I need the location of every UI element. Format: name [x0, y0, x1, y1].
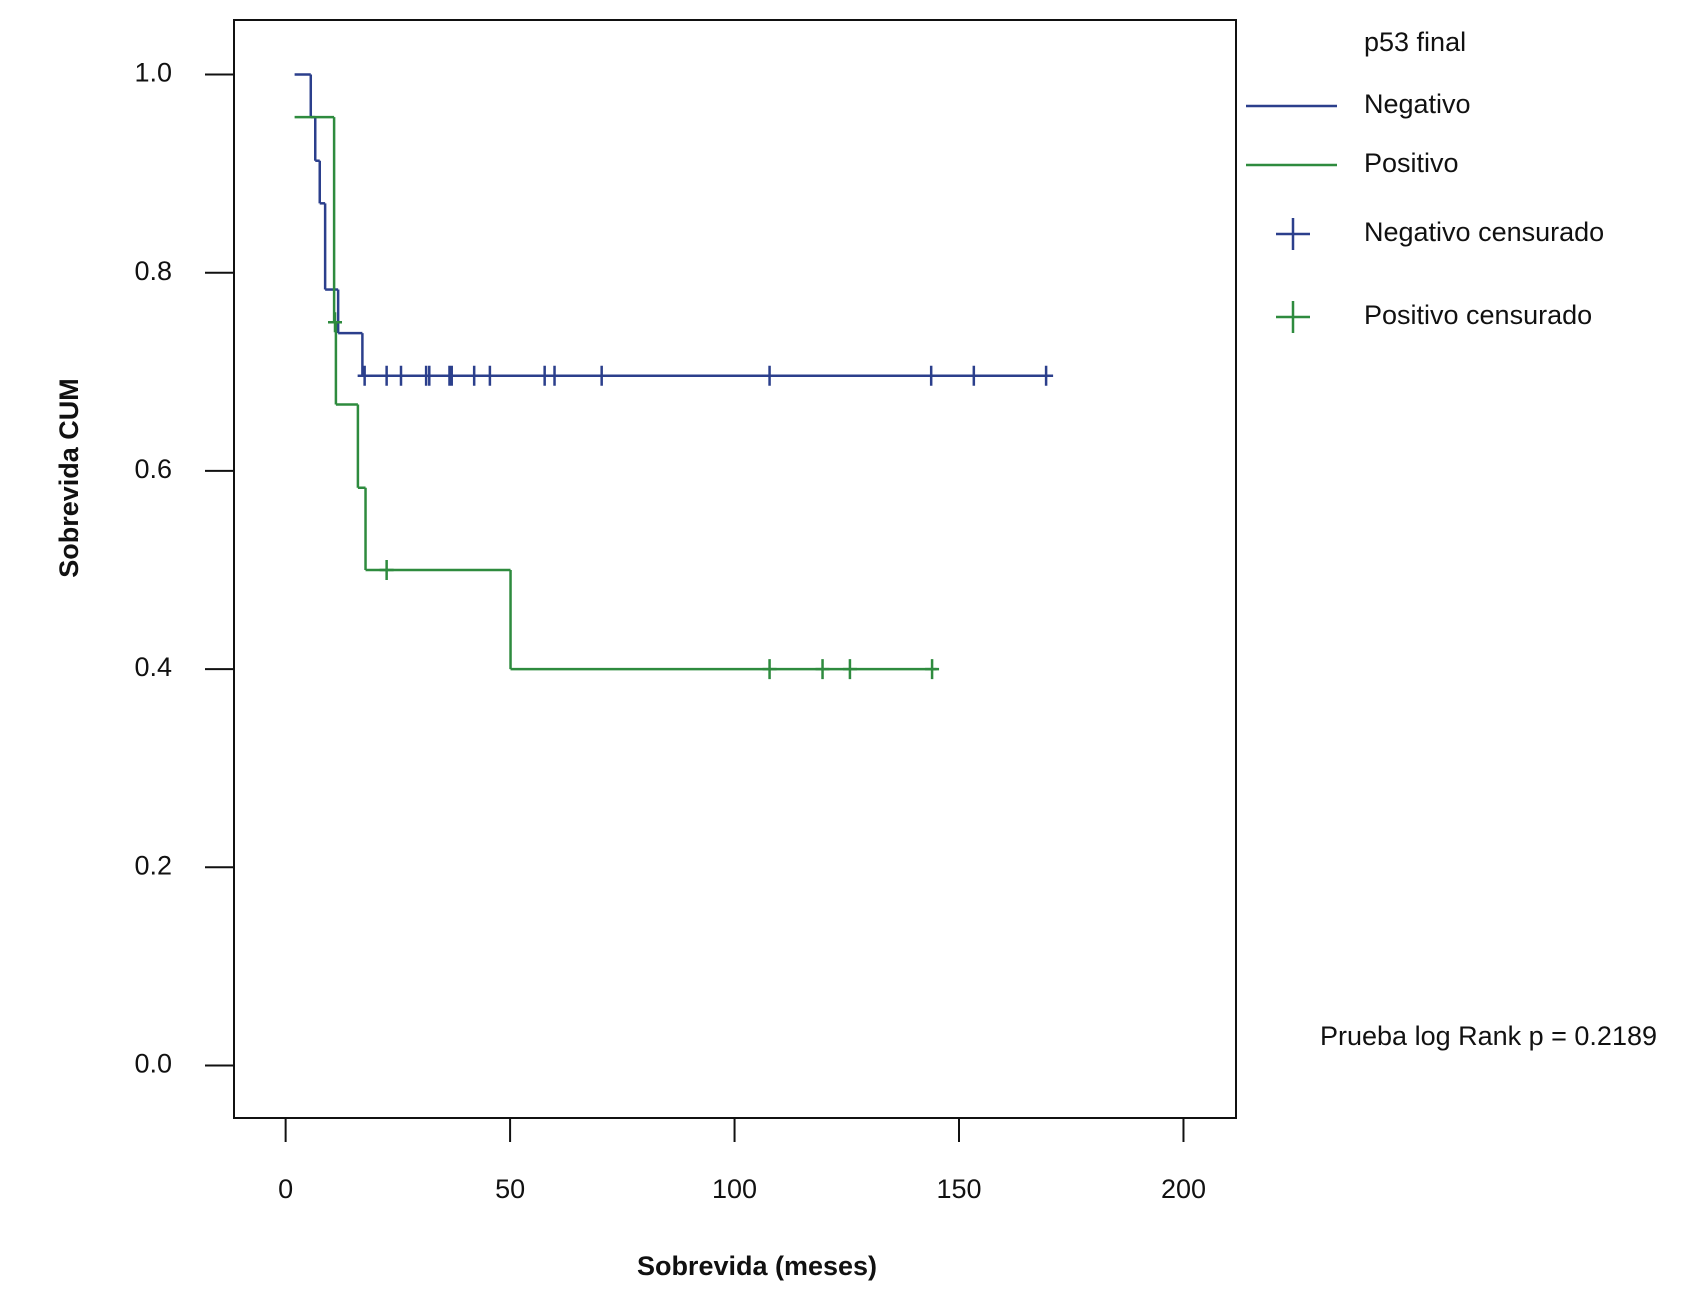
legend-label: Positivo — [1364, 148, 1459, 178]
y-axis-title: Sobrevida CUM — [54, 378, 84, 578]
censor-mark — [444, 365, 459, 386]
censor-mark — [379, 365, 394, 386]
censor-mark — [482, 365, 497, 386]
annotation: Prueba log Rank p = 0.2189 — [1320, 1021, 1657, 1051]
censor-mark — [394, 365, 408, 386]
legend-censor — [1276, 218, 1310, 250]
censor-mark — [328, 312, 343, 333]
censor-mark — [762, 365, 777, 386]
legend-label: Positivo censurado — [1364, 300, 1592, 330]
censor-mark — [594, 365, 609, 386]
censor-mark — [357, 365, 372, 386]
censor-mark — [842, 659, 857, 680]
y-tick-label: 0.8 — [134, 256, 172, 286]
y-tick-label: 0.2 — [134, 850, 172, 880]
y-tick-label: 0.0 — [134, 1049, 172, 1079]
x-axis-title: Sobrevida (meses) — [637, 1251, 877, 1281]
censor-mark — [925, 659, 940, 680]
censor-mark — [966, 365, 981, 386]
x-tick-label: 0 — [278, 1174, 293, 1204]
y-tick-label: 1.0 — [134, 58, 172, 88]
legend-censor — [1276, 301, 1310, 333]
y-tick-label: 0.4 — [134, 652, 172, 682]
y-tick-label: 0.6 — [134, 454, 172, 484]
legend-title: p53 final — [1364, 27, 1466, 57]
censor-mark — [379, 559, 394, 580]
censor-mark — [467, 365, 482, 386]
x-tick-label: 150 — [936, 1174, 981, 1204]
legend-label: Negativo — [1364, 89, 1471, 119]
censor-mark — [924, 365, 939, 386]
censor-mark — [815, 659, 830, 680]
censor-mark — [547, 365, 562, 386]
x-tick-label: 50 — [495, 1174, 525, 1204]
legend-label: Negativo censurado — [1364, 217, 1604, 247]
x-tick-label: 200 — [1161, 1174, 1206, 1204]
censor-mark — [762, 659, 777, 680]
x-tick-label: 100 — [712, 1174, 757, 1204]
censor-mark — [422, 365, 437, 386]
censor-mark — [1039, 365, 1054, 386]
